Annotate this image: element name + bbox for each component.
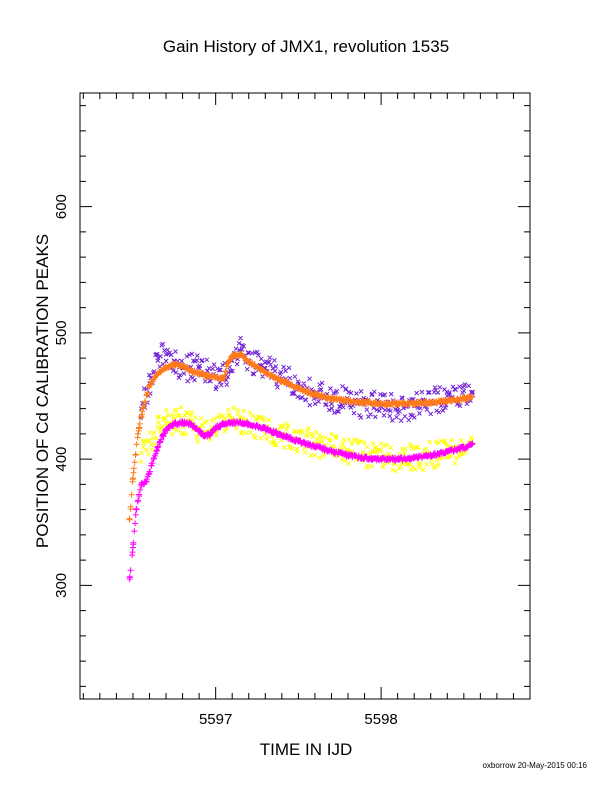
series-layer bbox=[126, 335, 476, 583]
series-2-points bbox=[138, 405, 475, 474]
data-point bbox=[138, 450, 144, 456]
y-tick-label: 600 bbox=[53, 194, 70, 219]
ticks-layer: 5597 5598 300 400 500 600 bbox=[53, 93, 531, 728]
y-axis-label: POSITION OF Cd CALIBRATION PEAKS bbox=[33, 234, 52, 548]
x-tick-label: 5598 bbox=[364, 711, 397, 728]
y-tick-label: 500 bbox=[53, 320, 70, 345]
credit-text: oxborrow 20-May-2015 00:16 bbox=[482, 761, 587, 770]
series-1 bbox=[126, 350, 476, 523]
series-0-points bbox=[138, 335, 475, 423]
series-1-points bbox=[126, 350, 475, 522]
chart-title: Gain History of JMX1, revolution 1535 bbox=[163, 37, 449, 56]
series-3-points bbox=[126, 418, 476, 581]
data-point bbox=[155, 425, 161, 430]
series-2 bbox=[138, 405, 475, 474]
y-tick-label: 400 bbox=[53, 447, 70, 472]
x-tick-label: 5597 bbox=[199, 711, 232, 728]
series-0 bbox=[138, 335, 475, 423]
y-tick-label: 300 bbox=[53, 573, 70, 598]
plot-frame bbox=[79, 92, 531, 700]
series-3 bbox=[126, 418, 476, 583]
x-axis-label: TIME IN IJD bbox=[260, 740, 353, 759]
